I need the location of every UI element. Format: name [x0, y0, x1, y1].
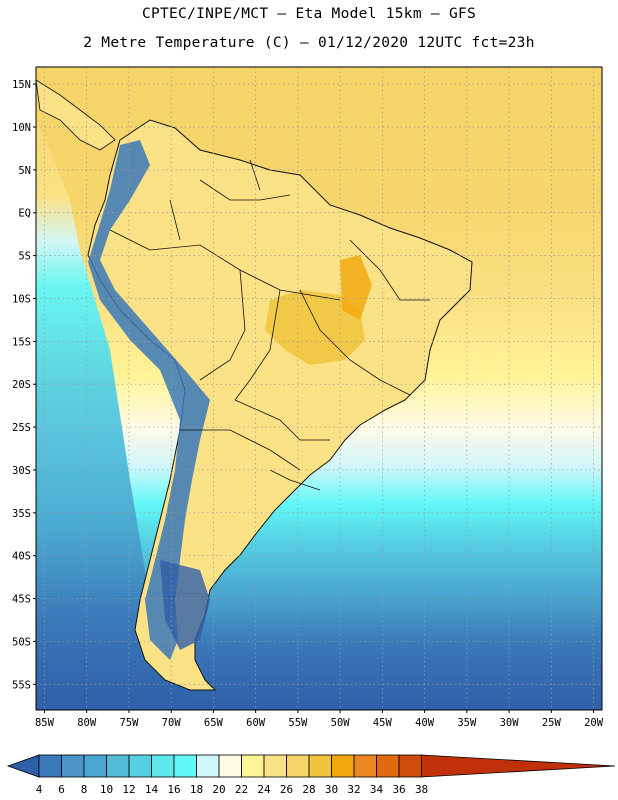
hottest-region	[340, 255, 372, 320]
lat-label: 15N	[12, 79, 31, 91]
colorbar	[6, 754, 616, 778]
colorbar-label: 26	[280, 783, 293, 796]
colorbar-label: 36	[392, 783, 405, 796]
graticule	[36, 67, 602, 710]
lat-label: 20S	[12, 379, 31, 391]
lon-label: 65W	[204, 717, 224, 729]
colorbar-label: 38	[415, 783, 428, 796]
colorbar-label: 22	[235, 783, 248, 796]
colorbar-swatch	[83, 754, 107, 778]
colorbar-labels: 4 6 8 10 12 14 16 18 20 22 24 26 28 30 32 34 36 38	[36, 783, 429, 796]
lon-label: 50W	[331, 717, 351, 729]
lat-label: 35S	[12, 508, 31, 520]
lat-label: 5N	[18, 165, 31, 177]
colorbar-low-arrow	[6, 754, 40, 778]
colorbar-swatch	[286, 754, 310, 778]
colorbar-swatch	[398, 754, 422, 778]
lat-label: 10N	[12, 122, 31, 134]
colorbar-swatch	[353, 754, 377, 778]
colorbar-label: 20	[212, 783, 225, 796]
patagonia-cold-region	[160, 560, 210, 650]
colorbar-high-arrow	[421, 754, 616, 778]
lon-label: 35W	[457, 717, 477, 729]
lon-label: 30W	[500, 717, 520, 729]
lat-label: 45S	[12, 594, 31, 606]
lon-label: 25W	[542, 717, 562, 729]
lon-label: 20W	[584, 717, 604, 729]
lat-label: 30S	[12, 465, 31, 477]
colorbar-label: 16	[167, 783, 180, 796]
colorbar-swatch	[128, 754, 152, 778]
lat-label: 15S	[12, 336, 31, 348]
map-title-line2: 2 Metre Temperature (C) – 01/12/2020 12U…	[83, 35, 535, 51]
lat-label: EQ	[18, 208, 31, 220]
lon-label: 45W	[373, 717, 393, 729]
colorbar-label: 34	[370, 783, 384, 796]
colorbar-swatch	[218, 754, 242, 778]
colorbar-label: 12	[122, 783, 135, 796]
colorbar-swatch	[173, 754, 197, 778]
colorbar-label: 24	[257, 783, 271, 796]
lon-label: 85W	[35, 717, 55, 729]
lat-label: 40S	[12, 551, 31, 563]
colorbar-label: 32	[347, 783, 360, 796]
pacific-ocean-field	[36, 67, 190, 710]
lat-label: 25S	[12, 422, 31, 434]
colorbar-swatch	[38, 754, 62, 778]
colorbar-swatch	[308, 754, 332, 778]
colorbar-label: 18	[190, 783, 203, 796]
longitude-labels: 85W 80W 75W 70W 65W 60W 55W 50W 45W 40W 35W 30W 25W 2…	[35, 710, 604, 729]
central-america-land	[36, 79, 116, 151]
colorbar-swatch	[196, 754, 220, 778]
colorbar-label: 4	[36, 783, 43, 796]
latitude-labels: 15N 10N 5N EQ 5S 10S 15S 20S 25S 30S 35S 40S 45S 50S 5…	[12, 79, 36, 691]
colorbar-swatch	[241, 754, 265, 778]
map-title-line1: CPTEC/INPE/MCT – Eta Model 15km – GFS	[141, 6, 477, 22]
colorbar-swatch	[263, 754, 287, 778]
colorbar-label: 28	[302, 783, 315, 796]
colorbar-label: 30	[325, 783, 338, 796]
lon-label: 70W	[162, 717, 182, 729]
lat-label: 50S	[12, 636, 31, 648]
colorbar-swatch	[151, 754, 175, 778]
andes-cold-strip	[88, 140, 210, 660]
colorbar-label: 8	[81, 783, 88, 796]
lon-label: 80W	[77, 717, 97, 729]
map-plot-area	[36, 67, 602, 710]
lon-label: 40W	[415, 717, 435, 729]
colorbar-swatch	[61, 754, 85, 778]
lat-label: 5S	[18, 251, 31, 263]
lat-label: 10S	[12, 293, 31, 305]
colorbar-swatch	[331, 754, 355, 778]
lat-label: 55S	[12, 679, 31, 691]
colorbar-label: 6	[58, 783, 65, 796]
colorbar-swatch	[106, 754, 130, 778]
colorbar-swatch	[376, 754, 400, 778]
colorbar-label: 14	[145, 783, 159, 796]
lon-label: 55W	[288, 717, 308, 729]
map-frame	[35, 66, 603, 711]
country-borders	[109, 159, 430, 491]
lon-label: 75W	[119, 717, 139, 729]
colorbar-label: 10	[100, 783, 113, 796]
lon-label: 60W	[246, 717, 266, 729]
